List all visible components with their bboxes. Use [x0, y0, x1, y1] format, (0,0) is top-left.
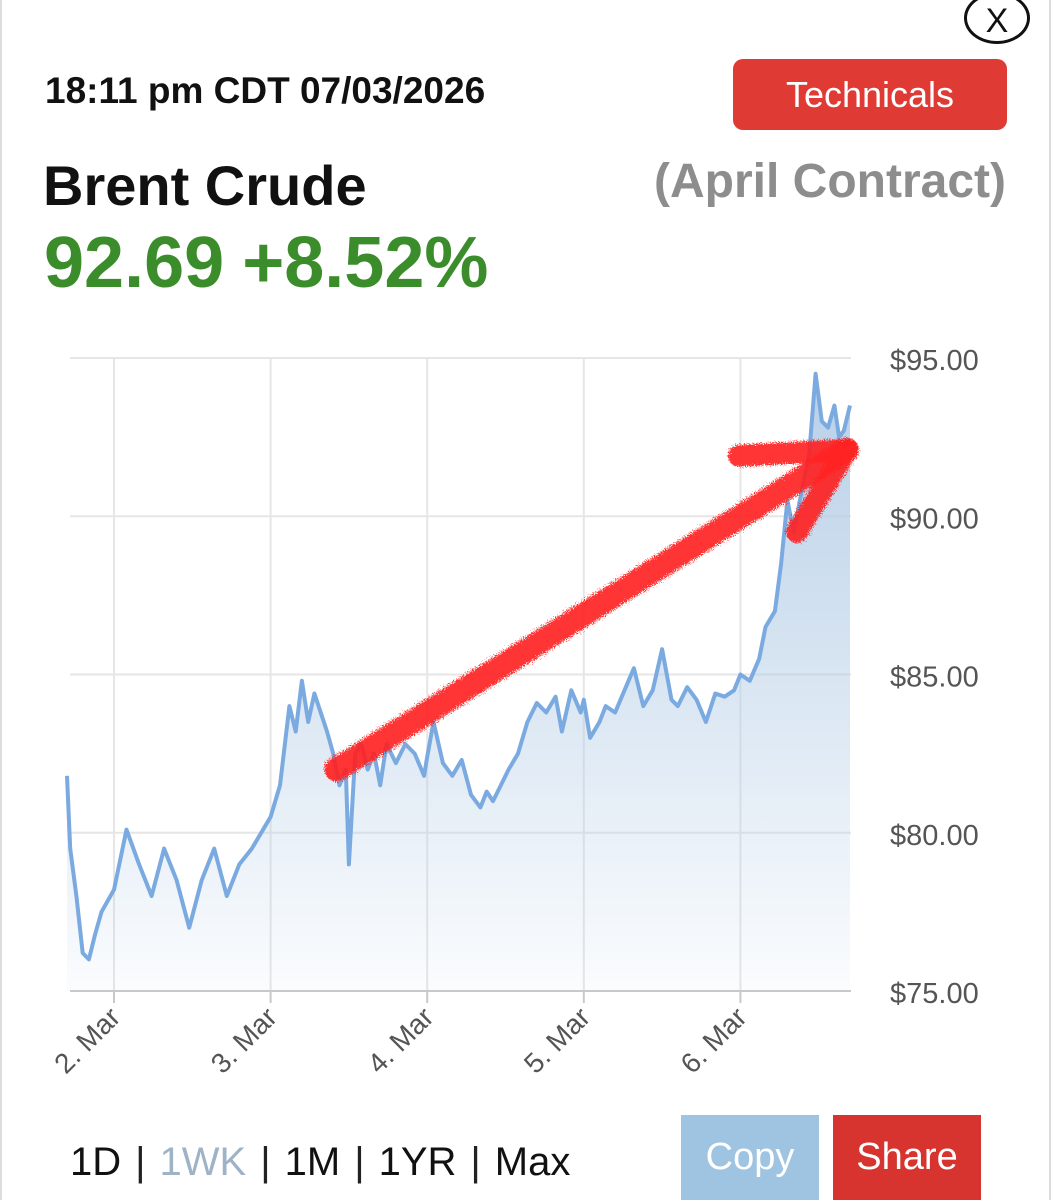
arrow-head [727, 438, 858, 543]
x-tick-label: 6. Mar [675, 1001, 753, 1079]
range-selector: 1D | 1WK | 1M | 1YR | Max [70, 1140, 570, 1185]
x-tick-label: 5. Mar [518, 1001, 596, 1079]
y-tick-label: $85.00 [890, 662, 979, 694]
arrow-shaft [324, 437, 859, 782]
y-tick-label: $90.00 [890, 503, 979, 535]
y-tick-label: $95.00 [890, 345, 979, 377]
x-tick-label: 2. Mar [48, 1001, 126, 1079]
price-chart[interactable]: 2. Mar 3. Mar 4. Mar 5. Mar 6. Mar $95.00 $90… [0, 330, 1051, 1100]
x-axis-ticks: 2. Mar 3. Mar 4. Mar 5. Mar 6. Mar [48, 991, 753, 1079]
x-tick-label: 4. Mar [361, 1001, 439, 1079]
price-display: 92.69 +8.52% [44, 222, 488, 304]
price-value: 92.69 [44, 223, 225, 303]
trend-arrow-annotation [324, 437, 859, 782]
range-1d[interactable]: 1D [70, 1140, 122, 1184]
range-separator: | [135, 1140, 146, 1184]
range-1yr[interactable]: 1YR [378, 1140, 457, 1184]
range-1m[interactable]: 1M [284, 1140, 341, 1184]
y-tick-label: $75.00 [890, 978, 979, 1010]
x-tick-label: 3. Mar [205, 1001, 283, 1079]
timestamp: 18:11 pm CDT 07/03/2026 [45, 70, 486, 111]
range-1wk[interactable]: 1WK [159, 1140, 247, 1184]
instrument-name: Brent Crude [43, 154, 367, 217]
copy-button[interactable]: Copy [681, 1115, 819, 1200]
range-separator: | [260, 1140, 271, 1184]
close-icon: X [985, 2, 1009, 40]
range-separator: | [354, 1140, 365, 1184]
price-line [65, 371, 852, 962]
share-button[interactable]: Share [833, 1115, 981, 1200]
price-area [67, 373, 850, 991]
y-axis-ticks: $95.00 $90.00 $85.00 $80.00 $75.00 [890, 345, 979, 1010]
technicals-button[interactable]: Technicals [733, 59, 1007, 130]
left-border [0, 0, 2, 1200]
y-tick-label: $80.00 [890, 820, 979, 852]
contract-label: (April Contract) [654, 155, 1006, 208]
price-change: +8.52% [242, 223, 489, 303]
range-separator: | [470, 1140, 481, 1184]
range-max[interactable]: Max [494, 1140, 571, 1184]
close-button[interactable]: X [964, 0, 1030, 44]
right-border [1049, 0, 1051, 1200]
